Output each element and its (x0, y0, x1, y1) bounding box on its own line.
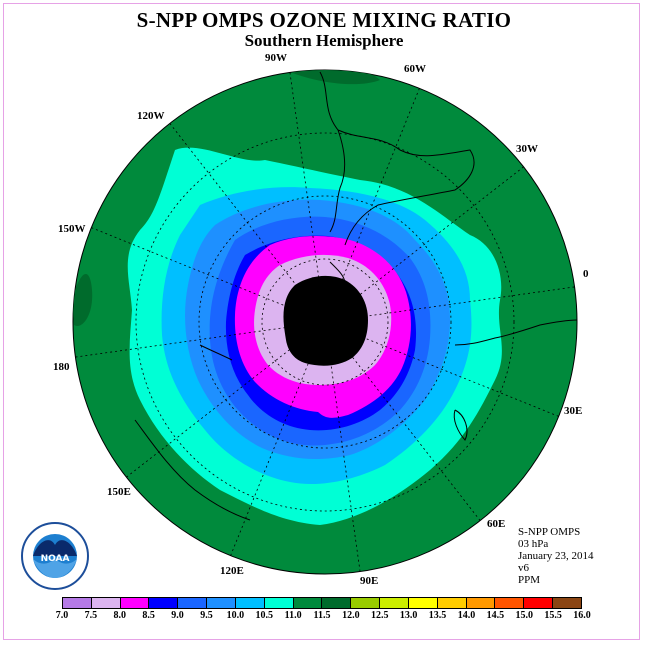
colorbar-tick-label: 9.5 (200, 610, 213, 621)
info-version: v6 (518, 562, 529, 574)
colorbar-swatch (408, 598, 438, 608)
lon-label-120e: 120E (220, 565, 244, 577)
map-subtitle: Southern Hemisphere (244, 31, 404, 50)
meridian-line (227, 321, 326, 564)
noaa-logo: NOAA (21, 522, 89, 590)
colorbar-swatch (63, 598, 92, 608)
contour-11.5-region (73, 274, 93, 326)
noaa-logo-text: NOAA (41, 554, 70, 564)
colorbar-tick-label: 7.0 (55, 610, 69, 621)
new-zealand-coast (199, 344, 233, 361)
colorbar-ticks: 7.0 7.5 8.0 8.5 9.0 9.5 10.0 10.5 11.0 11.5 12.0 12… (56, 610, 591, 624)
info-instrument: S-NPP OMPS (518, 526, 581, 538)
graticule (73, 70, 577, 574)
meridian-line (119, 321, 326, 483)
colorbar-swatch (293, 598, 323, 608)
colorbar-swatch (351, 598, 381, 608)
info-date: January 23, 2014 (518, 550, 594, 562)
meridian-line (164, 116, 326, 323)
lon-label-60w: 60W (404, 63, 426, 75)
colorbar-tick-label: 12.5 (371, 610, 389, 621)
lon-label-60e: 60E (487, 518, 506, 530)
colorbar-swatch (322, 598, 352, 608)
colorbar-swatch (91, 598, 121, 608)
colorbar-tick-label: 14.5 (486, 610, 505, 621)
colorbar-swatch (120, 598, 150, 608)
colorbar-swatch (524, 598, 554, 608)
lon-label-150e: 150E (107, 486, 131, 498)
colorbar-tick-label: 11.5 (313, 610, 331, 621)
meridian-line (324, 321, 567, 420)
africa-coast (454, 319, 577, 346)
colorbar-swatch (264, 598, 294, 608)
colorbar-tick-label: 15.5 (544, 610, 562, 621)
lon-label-180: 180 (53, 361, 70, 373)
lon-label-120w: 120W (137, 110, 165, 122)
colorbar-swatch (149, 598, 179, 608)
colorbar-tick-label: 12.0 (342, 610, 360, 621)
south-america-coast (319, 71, 346, 233)
colorbar-tick-label: 16.0 (573, 610, 591, 621)
colorbar-swatch (553, 598, 581, 608)
meridian-line (324, 321, 362, 574)
coastlines (134, 71, 577, 521)
colorbar-swatch (380, 598, 409, 608)
lon-label-30e: 30E (564, 405, 583, 417)
meridian-line (324, 285, 577, 323)
colorbar-swatch (178, 598, 208, 608)
colorbar-tick-label: 11.0 (284, 610, 302, 621)
meridian-line (73, 321, 326, 359)
info-block: S-NPP OMPS 03 hPa January 23, 2014 v6 PP… (518, 526, 593, 586)
antarctic-peninsula (329, 261, 354, 311)
colorbar-tick-label: 15.0 (515, 610, 533, 621)
colorbar-tick-label: 13.0 (399, 610, 418, 621)
colorbar-swatch (437, 598, 467, 608)
colorbar-tick-label: 10.0 (226, 610, 245, 621)
colorbar-tick-label: 13.5 (428, 610, 447, 621)
colorbar-swatch (235, 598, 265, 608)
meridian-line (83, 224, 326, 323)
colorbar-tick-label: 8.0 (113, 610, 127, 621)
figure-frame (3, 3, 640, 640)
colorbar-tick-label: 8.5 (142, 610, 155, 621)
info-units: PPM (518, 574, 541, 586)
lon-label-90e: 90E (360, 575, 379, 587)
meridian-line (288, 70, 326, 323)
meridian-line (324, 161, 531, 323)
colorbar-tick-label: 9.0 (171, 610, 184, 621)
colorbar-tick-label: 14.0 (457, 610, 476, 621)
antarctica-coast (292, 283, 366, 361)
australia-coast (134, 419, 251, 521)
colorbar (62, 597, 582, 609)
map-title: S-NPP OMPS OZONE MIXING RATIO (136, 8, 512, 32)
info-level: 03 hPa (518, 538, 549, 550)
meridian-line (324, 80, 423, 323)
colorbar-swatch (207, 598, 236, 608)
colorbar-tick-label: 10.5 (255, 610, 273, 621)
lon-label-30w: 30W (516, 143, 538, 155)
madagascar-coast (453, 409, 468, 441)
lon-label-0: 0 (583, 268, 589, 280)
lon-label-90w: 90W (265, 52, 287, 64)
colorbar-tick-label: 7.5 (84, 610, 98, 621)
meridian-line (324, 321, 486, 528)
colorbar-swatch (466, 598, 496, 608)
lon-label-150w: 150W (58, 223, 86, 235)
colorbar-swatch (495, 598, 525, 608)
south-america-coast-east (337, 129, 475, 246)
